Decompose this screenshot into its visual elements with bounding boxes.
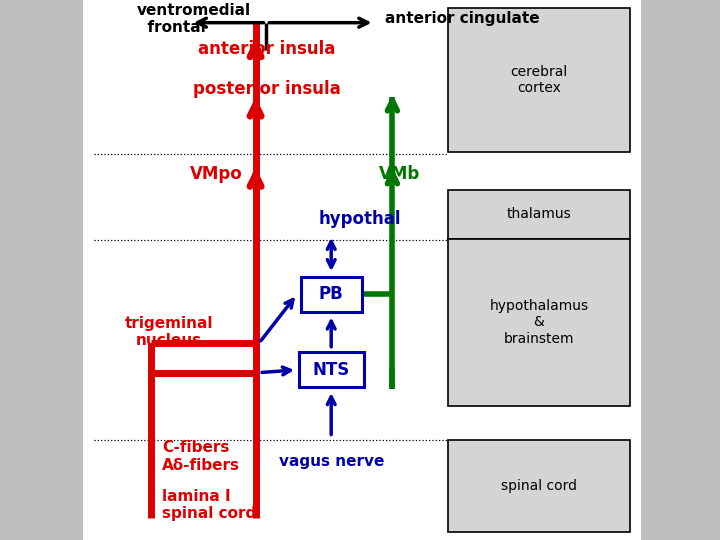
- Text: anterior insula: anterior insula: [198, 39, 335, 58]
- Text: posterior insula: posterior insula: [192, 80, 341, 98]
- Text: lamina I
spinal cord: lamina I spinal cord: [162, 489, 256, 521]
- Bar: [448, 239, 630, 406]
- Bar: [299, 353, 364, 388]
- Text: C-fibers
Aδ-fibers: C-fibers Aδ-fibers: [162, 440, 240, 472]
- Text: NTS: NTS: [312, 361, 350, 379]
- Text: cerebral
cortex: cerebral cortex: [510, 65, 567, 95]
- Text: VMpo: VMpo: [189, 165, 243, 184]
- Text: hypothalamus
&
brainstem: hypothalamus & brainstem: [490, 299, 588, 346]
- Text: hypothal: hypothal: [319, 210, 401, 228]
- Text: thalamus: thalamus: [507, 207, 571, 221]
- Bar: [448, 440, 630, 532]
- Bar: [448, 8, 630, 152]
- Bar: [83, 0, 641, 540]
- Text: trigeminal
nucleus: trigeminal nucleus: [125, 316, 213, 348]
- Text: anterior cingulate: anterior cingulate: [385, 11, 540, 26]
- Bar: [448, 190, 630, 239]
- Text: vagus nerve: vagus nerve: [279, 454, 384, 469]
- Bar: [301, 276, 362, 312]
- Text: ventromedial
  frontal: ventromedial frontal: [137, 3, 251, 35]
- Text: PB: PB: [319, 285, 343, 303]
- Text: VMb: VMb: [379, 165, 420, 184]
- Text: spinal cord: spinal cord: [501, 479, 577, 493]
